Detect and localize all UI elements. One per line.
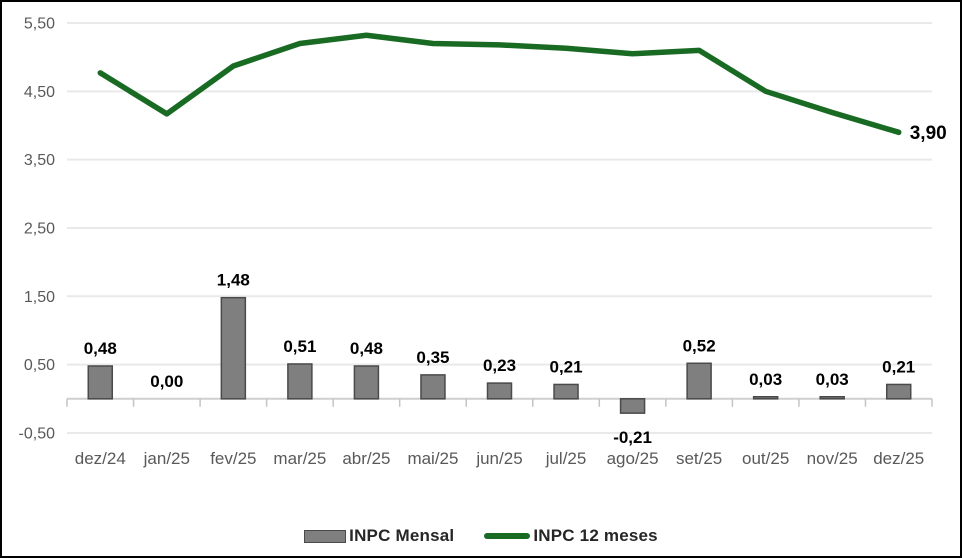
bar-value-label: 0,03 — [816, 370, 849, 389]
bar-nov/25 — [819, 396, 845, 400]
bar-value-label: 0,23 — [483, 356, 516, 375]
bar-value-label: 0,35 — [416, 348, 449, 367]
x-axis-category-label: ago/25 — [607, 449, 659, 468]
legend-label-inpc-mensal: INPC Mensal — [349, 526, 455, 545]
x-axis-category-label: mai/25 — [407, 449, 458, 468]
x-axis-category-label: set/25 — [676, 449, 722, 468]
bar-value-label: 0,21 — [882, 357, 915, 376]
bar-value-label: 0,03 — [749, 370, 782, 389]
bar-swatch-icon — [304, 529, 347, 543]
bar-jun/25 — [486, 382, 513, 400]
x-axis-category-label: dez/24 — [75, 449, 126, 468]
x-axis-category-label: dez/25 — [873, 449, 924, 468]
bar-value-label: 0,48 — [84, 339, 117, 358]
bar-value-label: 0,00 — [150, 372, 183, 391]
bar-set/25 — [686, 362, 712, 400]
x-axis-category-label: out/25 — [742, 449, 789, 468]
bar-out/25 — [752, 396, 779, 400]
bar-value-label: 0,52 — [683, 336, 716, 355]
y-axis-tick-label: 2,50 — [24, 220, 55, 237]
legend-item-inpc-mensal: INPC Mensal — [304, 526, 454, 546]
bar-fev/25 — [220, 296, 247, 400]
legend-item-inpc-12-meses: INPC 12 meses — [484, 526, 658, 546]
x-axis-category-label: jul/25 — [545, 449, 587, 468]
x-axis-category-label: abr/25 — [342, 449, 390, 468]
x-axis-category-label: fev/25 — [210, 449, 256, 468]
legend-label-inpc-12-meses: INPC 12 meses — [533, 526, 658, 545]
y-axis-tick-label: 3,50 — [24, 152, 55, 169]
bar-mar/25 — [287, 363, 313, 400]
bar-value-label: 0,48 — [350, 339, 383, 358]
x-axis-category-label: jan/25 — [143, 449, 190, 468]
bar-jul/25 — [553, 383, 579, 400]
bar-ago/25 — [619, 398, 646, 414]
chart-legend: INPC Mensal INPC 12 meses — [2, 526, 960, 546]
y-axis-tick-label: 5,50 — [24, 15, 55, 32]
x-axis-category-label: nov/25 — [807, 449, 858, 468]
bar-value-label: -0,21 — [613, 428, 652, 447]
line-swatch-icon — [484, 533, 531, 539]
bar-dez/25 — [885, 383, 912, 400]
bar-value-label: 0,21 — [549, 357, 582, 376]
y-axis-tick-label: -0,50 — [19, 425, 56, 442]
bar-abr/25 — [353, 365, 380, 400]
bar-value-label: 1,48 — [217, 271, 250, 290]
y-axis-tick-label: 4,50 — [24, 84, 55, 101]
y-axis-tick-label: 0,50 — [24, 357, 55, 374]
bar-mai/25 — [420, 374, 446, 400]
line-end-label: 3,90 — [910, 123, 947, 144]
bar-value-label: 0,51 — [283, 337, 316, 356]
y-axis-tick-label: 1,50 — [24, 289, 55, 306]
line-series — [97, 32, 902, 136]
bar-dez/24 — [87, 365, 114, 400]
x-axis-category-label: jun/25 — [475, 449, 522, 468]
x-axis-category-label: mar/25 — [273, 449, 326, 468]
